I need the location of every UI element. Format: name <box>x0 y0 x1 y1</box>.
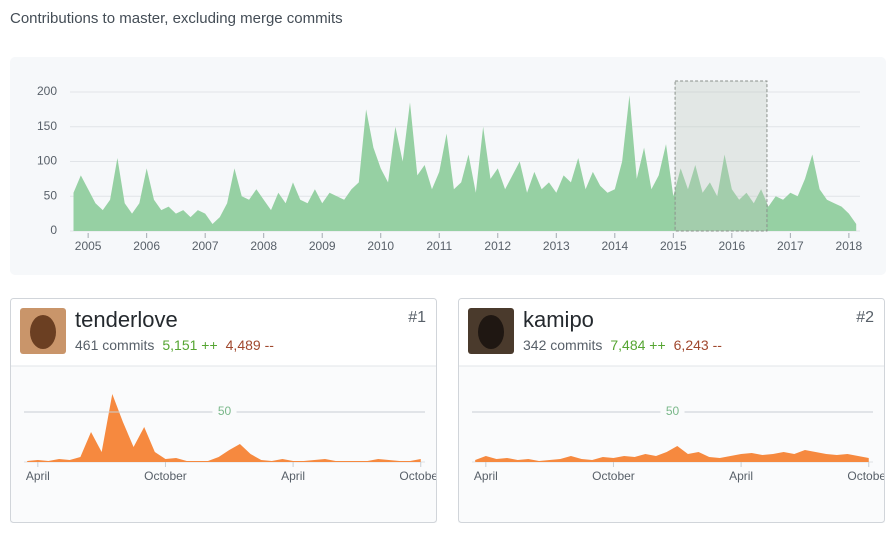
contributor-name: tenderlove <box>75 307 178 332</box>
x-tick-label: October <box>399 469 442 483</box>
x-tick-label: 2015 <box>660 239 687 253</box>
x-tick-label: 2013 <box>543 239 570 253</box>
contributor-stats: 342 commits 7,484 ++ 6,243 -- <box>523 337 722 353</box>
x-tick-label: 2005 <box>75 239 102 253</box>
y-tick-label: 150 <box>37 119 57 133</box>
avatar-face <box>478 315 504 349</box>
y-tick-label: 100 <box>37 154 57 168</box>
x-tick-label: 2011 <box>426 239 452 253</box>
selection-brush <box>674 80 768 232</box>
area <box>73 95 857 232</box>
card-border <box>458 298 885 523</box>
x-tick-label: 2006 <box>133 239 160 253</box>
area <box>475 446 869 462</box>
y-tick-label: 50 <box>666 404 680 418</box>
x-tick-label: 2007 <box>192 239 219 253</box>
contributor-card: kamipo 342 commits 7,484 ++ 6,243 -- #2 50 Apr… <box>458 298 890 523</box>
x-tick-label: April <box>474 469 498 483</box>
x-tick-label: October <box>592 469 635 483</box>
card-header <box>10 298 437 366</box>
stat-additions: 5,151 ++ <box>162 337 217 353</box>
y-tick-label: 50 <box>218 404 232 418</box>
x-tick-label: 2014 <box>601 239 628 253</box>
x-tick-label: October <box>144 469 187 483</box>
y-tick-label: 50 <box>44 188 58 202</box>
stat-commits: 461 commits <box>75 337 154 353</box>
card-border <box>10 298 437 523</box>
x-tick-label: 2009 <box>309 239 336 253</box>
x-tick-label: 2010 <box>367 239 394 253</box>
y-tick-label: 0 <box>50 223 57 237</box>
card-header <box>458 298 885 366</box>
x-tick-label: April <box>281 469 305 483</box>
contributor-card: tenderlove 461 commits 5,151 ++ 4,489 -- #1 5… <box>10 298 442 523</box>
x-tick-label: 2012 <box>484 239 511 253</box>
stat-commits: 342 commits <box>523 337 602 353</box>
page-title: Contributions to master, excluding merge… <box>10 10 343 27</box>
x-tick-label: 2016 <box>718 239 745 253</box>
x-tick-label: 2018 <box>836 239 863 253</box>
y-tick-label: 200 <box>37 84 57 98</box>
stat-deletions: 6,243 -- <box>674 337 723 353</box>
x-tick-label: 2017 <box>777 239 804 253</box>
x-tick-label: April <box>26 469 50 483</box>
rank: #2 <box>856 309 874 326</box>
contributor-name: kamipo <box>523 307 594 332</box>
area <box>27 394 421 462</box>
stat-deletions: 4,489 -- <box>226 337 275 353</box>
avatar-face <box>30 315 56 349</box>
rank: #1 <box>408 309 426 326</box>
stat-additions: 7,484 ++ <box>610 337 665 353</box>
grid-label-bg <box>660 405 685 419</box>
x-tick-label: October <box>847 469 890 483</box>
x-tick-label: 2008 <box>250 239 277 253</box>
x-tick-label: April <box>729 469 753 483</box>
contributor-stats: 461 commits 5,151 ++ 4,489 -- <box>75 337 274 353</box>
grid-label-bg <box>212 405 237 419</box>
